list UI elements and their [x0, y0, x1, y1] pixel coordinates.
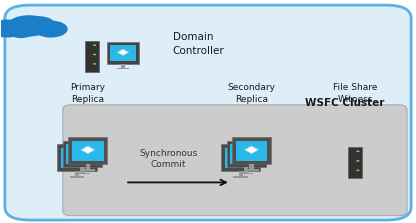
- FancyBboxPatch shape: [349, 147, 362, 178]
- Bar: [72, 141, 104, 161]
- Ellipse shape: [356, 169, 359, 171]
- Bar: [80, 167, 84, 173]
- FancyBboxPatch shape: [68, 137, 107, 164]
- FancyBboxPatch shape: [85, 41, 99, 72]
- Bar: [238, 171, 243, 176]
- FancyBboxPatch shape: [107, 42, 139, 64]
- Bar: [249, 164, 254, 169]
- Text: File Share
Witness: File Share Witness: [333, 83, 377, 104]
- Bar: [244, 169, 259, 171]
- Ellipse shape: [7, 15, 51, 37]
- Bar: [230, 144, 262, 164]
- Ellipse shape: [93, 63, 96, 65]
- Ellipse shape: [6, 22, 36, 38]
- Bar: [75, 173, 90, 174]
- Ellipse shape: [0, 19, 24, 37]
- Bar: [110, 45, 136, 61]
- Bar: [80, 169, 95, 171]
- Polygon shape: [76, 150, 89, 157]
- Ellipse shape: [356, 160, 359, 162]
- Polygon shape: [245, 146, 258, 154]
- Bar: [86, 164, 90, 169]
- FancyBboxPatch shape: [63, 105, 407, 216]
- FancyBboxPatch shape: [57, 144, 97, 171]
- Bar: [117, 68, 129, 69]
- Text: Synchronous
Commit: Synchronous Commit: [139, 149, 198, 169]
- Ellipse shape: [93, 54, 96, 55]
- Bar: [69, 176, 84, 178]
- FancyBboxPatch shape: [221, 144, 260, 171]
- Bar: [244, 167, 248, 173]
- FancyBboxPatch shape: [232, 137, 271, 164]
- Ellipse shape: [93, 44, 96, 46]
- Bar: [233, 176, 248, 178]
- Ellipse shape: [356, 151, 359, 152]
- Polygon shape: [70, 153, 84, 161]
- Polygon shape: [117, 49, 129, 55]
- Text: Domain
Controller: Domain Controller: [173, 32, 225, 56]
- Polygon shape: [234, 153, 248, 161]
- Bar: [121, 64, 125, 68]
- FancyBboxPatch shape: [227, 140, 266, 167]
- Text: Secondary
Replica: Secondary Replica: [228, 83, 275, 104]
- Polygon shape: [81, 146, 94, 154]
- Text: WSFC Cluster: WSFC Cluster: [305, 98, 384, 108]
- Bar: [235, 141, 267, 161]
- Ellipse shape: [25, 16, 55, 32]
- Ellipse shape: [34, 21, 68, 37]
- Polygon shape: [239, 150, 253, 157]
- Text: Primary
Replica: Primary Replica: [70, 83, 105, 104]
- Bar: [239, 173, 253, 174]
- Bar: [67, 144, 98, 164]
- FancyBboxPatch shape: [5, 5, 411, 220]
- Bar: [61, 148, 93, 168]
- Bar: [0, 22, 61, 35]
- Bar: [75, 171, 79, 176]
- Bar: [225, 148, 257, 168]
- FancyBboxPatch shape: [63, 140, 102, 167]
